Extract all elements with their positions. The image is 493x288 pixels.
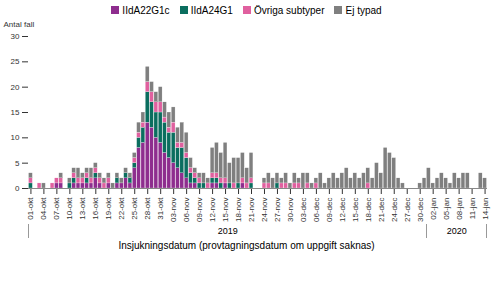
html-text:2019: 2019: [217, 226, 238, 236]
svg-text:01-okt: 01-okt: [26, 197, 35, 220]
svg-text:12-nov: 12-nov: [208, 198, 217, 222]
svg-text:07-okt: 07-okt: [52, 197, 61, 220]
svg-text:Antal fall: Antal fall: [4, 20, 35, 29]
html-text:IIdA24G1: IIdA24G1: [190, 4, 233, 16]
html-text:IIdA22G1c: IIdA22G1c: [122, 4, 170, 16]
svg-text:28-okt: 28-okt: [143, 197, 152, 220]
html-text:2020: 2020: [446, 226, 467, 236]
svg-text:5: 5: [15, 159, 20, 168]
svg-text:19-okt: 19-okt: [104, 197, 113, 220]
svg-text:25: 25: [11, 57, 20, 66]
svg-text:08-jan: 08-jan: [455, 198, 464, 220]
svg-text:02-jan: 02-jan: [429, 198, 438, 220]
svg-text:21-dec: 21-dec: [377, 198, 386, 222]
svg-text:24-nov: 24-nov: [260, 198, 269, 222]
html-text:Insjukningsdatum (provtagnings: Insjukningsdatum (provtagningsdatum om u…: [118, 240, 375, 251]
svg-text:20: 20: [11, 83, 20, 92]
svg-text:11-jan: 11-jan: [468, 198, 477, 220]
svg-text:06-dec: 06-dec: [312, 198, 321, 222]
svg-text:12-dec: 12-dec: [338, 198, 347, 222]
svg-text:30-nov: 30-nov: [286, 198, 295, 222]
svg-text:31-okt: 31-okt: [156, 197, 165, 220]
svg-text:04-okt: 04-okt: [39, 197, 48, 220]
svg-text:0: 0: [15, 184, 20, 193]
svg-text:09-dec: 09-dec: [325, 198, 334, 222]
svg-text:06-nov: 06-nov: [182, 198, 191, 222]
svg-text:25-okt: 25-okt: [130, 197, 139, 220]
svg-text:15-dec: 15-dec: [351, 198, 360, 222]
svg-text:10: 10: [11, 133, 20, 142]
svg-text:09-nov: 09-nov: [195, 198, 204, 222]
svg-text:27-dec: 27-dec: [403, 198, 412, 222]
svg-text:18-nov: 18-nov: [234, 198, 243, 222]
svg-text:30: 30: [11, 32, 20, 41]
svg-text:15-nov: 15-nov: [221, 198, 230, 222]
svg-text:03-dec: 03-dec: [299, 198, 308, 222]
svg-text:13-okt: 13-okt: [78, 197, 87, 220]
svg-text:21-nov: 21-nov: [247, 198, 256, 222]
svg-text:16-okt: 16-okt: [91, 197, 100, 220]
svg-text:03-nov: 03-nov: [169, 198, 178, 222]
svg-text:27-nov: 27-nov: [273, 198, 282, 222]
svg-text:05-jan: 05-jan: [442, 198, 451, 220]
svg-text:22-okt: 22-okt: [117, 197, 126, 220]
html-text:Ej typad: Ej typad: [345, 4, 382, 16]
svg-text:15: 15: [11, 108, 20, 117]
svg-text:18-dec: 18-dec: [364, 198, 373, 222]
svg-text:10-okt: 10-okt: [65, 197, 74, 220]
svg-text:24-dec: 24-dec: [390, 198, 399, 222]
html-text:Övriga subtyper: Övriga subtyper: [253, 4, 325, 16]
svg-text:14-jan: 14-jan: [481, 198, 490, 220]
svg-text:30-dec: 30-dec: [416, 198, 425, 222]
